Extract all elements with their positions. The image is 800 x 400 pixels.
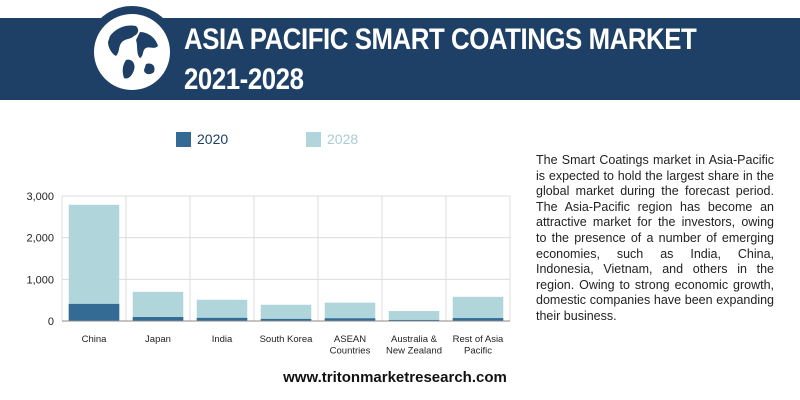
y-tick-label: 1,000 (26, 274, 54, 286)
x-tick-label: New Zealand (386, 346, 442, 357)
title-line-2: 2021-2028 (184, 63, 304, 96)
bar-2028 (196, 299, 248, 321)
x-tick-label: Countries (330, 346, 371, 357)
legend-label-2020: 2020 (197, 131, 229, 147)
bar-2020 (260, 318, 312, 321)
legend-item-2020: 2020 (176, 129, 228, 149)
legend-swatch-2020 (176, 131, 191, 147)
y-tick-label: 2,000 (26, 233, 54, 245)
y-tick-label: 0 (48, 316, 54, 328)
market-description: The Smart Coatings market in Asia-Pacifi… (536, 153, 774, 323)
x-tick-label: India (212, 334, 233, 345)
bar-2020 (388, 319, 440, 321)
x-tick-label: Pacific (464, 346, 492, 357)
bar-2028 (132, 291, 184, 321)
page-title: ASIA PACIFIC SMART COATINGS MARKET 2021-… (184, 20, 700, 100)
bar-2028 (388, 311, 440, 321)
globe-icon (86, 6, 178, 98)
bar-2028 (68, 204, 120, 321)
bar-2020 (132, 317, 184, 321)
bar-chart: 0 1,000 2,000 3,000 China Japan India South Kor… (26, 191, 511, 357)
website-url: www.tritonmarketresearch.com (283, 369, 507, 386)
x-tick-label: Rest of Asia (453, 334, 504, 345)
bar-2020 (324, 318, 376, 321)
x-tick-label: South Korea (260, 334, 314, 345)
title-line-1: ASIA PACIFIC SMART COATINGS MARKET (184, 23, 697, 56)
x-tick-label: Australia & (391, 334, 438, 345)
bar-2028 (324, 302, 376, 321)
bar-2020 (196, 317, 248, 321)
bar-2028 (260, 304, 312, 321)
x-tick-label: Japan (145, 334, 171, 345)
x-tick-label: ASEAN (334, 334, 366, 345)
bar-2028 (452, 296, 504, 321)
legend-swatch-2028 (306, 131, 321, 147)
x-tick-label: China (82, 334, 108, 345)
legend-label-2028: 2028 (327, 131, 359, 147)
bar-2020 (68, 303, 120, 321)
legend-item-2028: 2028 (306, 129, 358, 149)
y-tick-label: 3,000 (26, 191, 54, 203)
bar-2020 (452, 318, 504, 321)
